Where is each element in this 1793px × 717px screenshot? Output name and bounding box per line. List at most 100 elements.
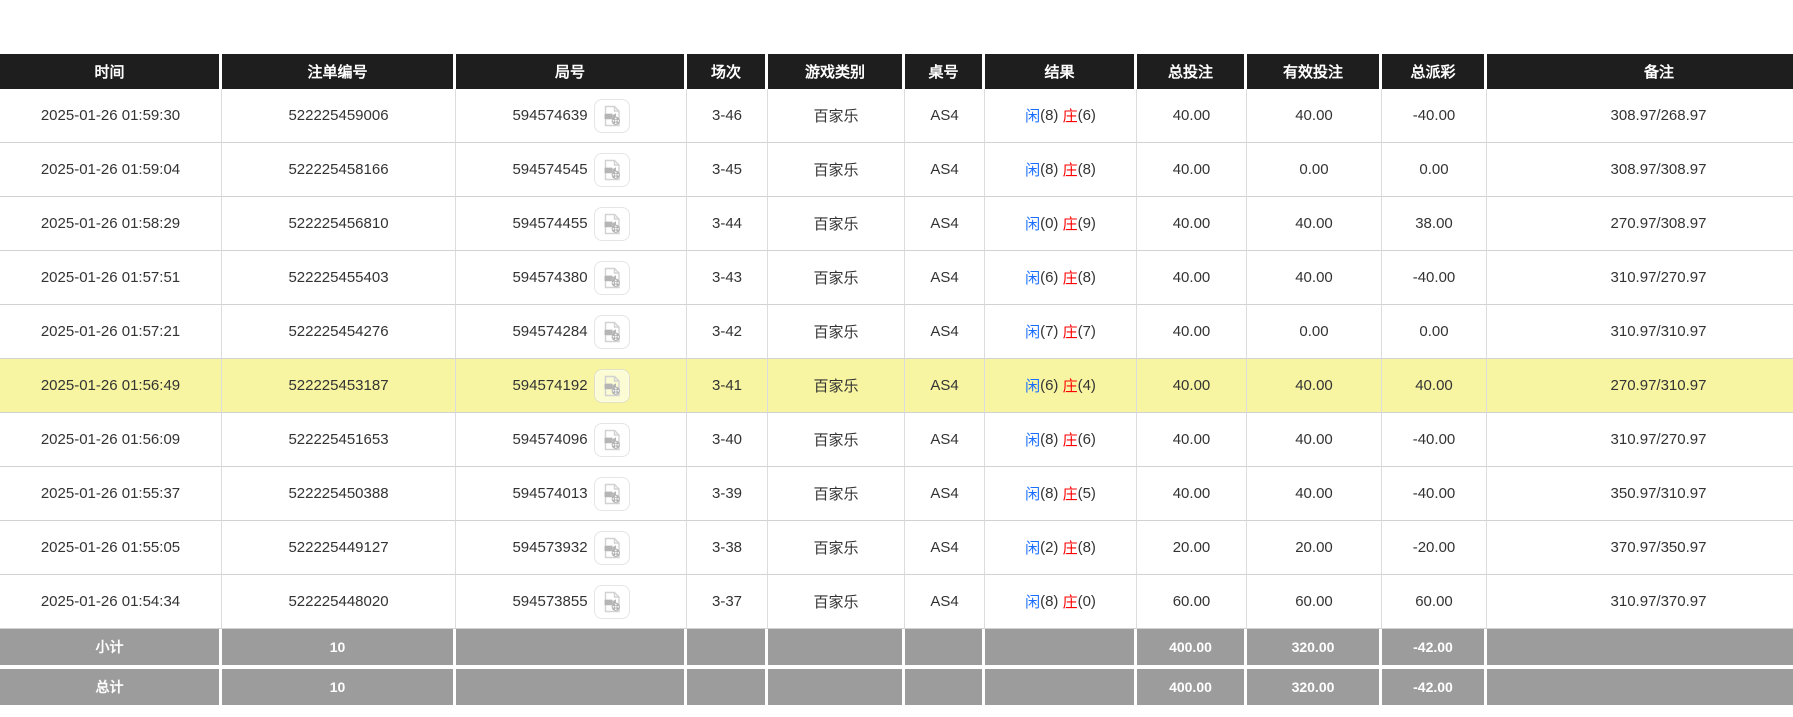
cell-total-payout: -40.00 <box>1382 89 1487 143</box>
film-camera-icon <box>604 159 620 180</box>
col-header-valid_bet: 有效投注 <box>1247 54 1382 89</box>
cell-bet-id: 522225454276 <box>222 305 456 359</box>
table-header-row: 时间 注单编号 局号 场次 游戏类别 桌号 结果 总投注 有效投注 总派彩 备注 <box>0 54 1793 89</box>
cell-total-bet: 60.00 <box>1137 575 1247 629</box>
cell-time: 2025-01-26 01:57:51 <box>0 251 222 305</box>
round-id-text: 594574192 <box>512 377 588 394</box>
cell-session: 3-46 <box>687 89 768 143</box>
cell-total-bet: 40.00 <box>1137 359 1247 413</box>
result-player-label: 闲 <box>1025 216 1041 233</box>
video-replay-button[interactable] <box>593 260 630 295</box>
cell-remark: 270.97/310.97 <box>1487 359 1793 413</box>
table-row[interactable]: 2025-01-26 01:57:21 522225454276 594574284… <box>0 305 1793 359</box>
cell-valid-bet: 40.00 <box>1247 467 1382 521</box>
film-camera-icon <box>604 375 620 396</box>
cell-total-bet: 40.00 <box>1137 467 1247 521</box>
col-header-table_no: 桌号 <box>905 54 985 89</box>
cell-result: 闲 (7) 庄 (7) <box>985 305 1137 359</box>
cell-game-type: 百家乐 <box>768 521 905 575</box>
video-replay-button[interactable] <box>593 584 630 619</box>
cell-round-id: 594573932 <box>456 521 687 575</box>
col-header-bet_id: 注单编号 <box>222 54 456 89</box>
bet-records-table: 时间 注单编号 局号 场次 游戏类别 桌号 结果 总投注 有效投注 总派彩 备注 2025-01-26… <box>0 54 1793 705</box>
film-camera-icon <box>604 213 620 234</box>
cell-remark: 310.97/370.97 <box>1487 575 1793 629</box>
cell-table-no: AS4 <box>905 143 985 197</box>
film-camera-icon <box>604 267 620 288</box>
summary-empty <box>1487 669 1793 705</box>
table-row[interactable]: 2025-01-26 01:59:30 522225459006 594574639… <box>0 89 1793 143</box>
result-player-label: 闲 <box>1025 162 1041 179</box>
cell-game-type: 百家乐 <box>768 197 905 251</box>
cell-valid-bet: 20.00 <box>1247 521 1382 575</box>
cell-valid-bet: 0.00 <box>1247 143 1382 197</box>
result-player-label: 闲 <box>1025 486 1041 503</box>
cell-total-bet: 40.00 <box>1137 197 1247 251</box>
cell-game-type: 百家乐 <box>768 89 905 143</box>
cell-game-type: 百家乐 <box>768 575 905 629</box>
cell-bet-id: 522225453187 <box>222 359 456 413</box>
cell-round-id: 594574380 <box>456 251 687 305</box>
cell-session: 3-45 <box>687 143 768 197</box>
film-camera-icon <box>604 429 620 450</box>
table-row[interactable]: 2025-01-26 01:59:04 522225458166 594574545… <box>0 143 1793 197</box>
cell-round-id: 594574545 <box>456 143 687 197</box>
col-header-remark: 备注 <box>1487 54 1793 89</box>
round-id-text: 594573855 <box>512 593 588 610</box>
table-row-highlighted[interactable]: 2025-01-26 01:56:49 522225453187 594574192… <box>0 359 1793 413</box>
table-row[interactable]: 2025-01-26 01:57:51 522225455403 594574380… <box>0 251 1793 305</box>
round-id-text: 594574096 <box>512 431 588 448</box>
video-replay-button[interactable] <box>593 152 630 187</box>
summary-empty <box>456 669 687 705</box>
col-header-game_type: 游戏类别 <box>768 54 905 89</box>
table-row[interactable]: 2025-01-26 01:55:05 522225449127 594573932… <box>0 521 1793 575</box>
result-player-label: 闲 <box>1025 324 1041 341</box>
film-camera-icon <box>604 591 620 612</box>
video-replay-button[interactable] <box>593 98 630 133</box>
video-replay-button[interactable] <box>593 476 630 511</box>
result-banker-points: (0) <box>1077 593 1096 610</box>
result-player-points: (7) <box>1040 323 1063 340</box>
video-replay-button[interactable] <box>593 422 630 457</box>
cell-total-bet: 40.00 <box>1137 413 1247 467</box>
cell-result: 闲 (8) 庄 (8) <box>985 143 1137 197</box>
table-row[interactable]: 2025-01-26 01:58:29 522225456810 594574455… <box>0 197 1793 251</box>
cell-bet-id: 522225451653 <box>222 413 456 467</box>
result-banker-points: (6) <box>1077 431 1096 448</box>
cell-session: 3-44 <box>687 197 768 251</box>
cell-table-no: AS4 <box>905 575 985 629</box>
cell-total-bet: 40.00 <box>1137 251 1247 305</box>
cell-valid-bet: 0.00 <box>1247 305 1382 359</box>
table-row[interactable]: 2025-01-26 01:54:34 522225448020 594573855… <box>0 575 1793 629</box>
cell-result: 闲 (6) 庄 (8) <box>985 251 1137 305</box>
cell-session: 3-38 <box>687 521 768 575</box>
round-id-with-video: 594573855 <box>512 584 630 619</box>
video-replay-button[interactable] <box>593 530 630 565</box>
col-header-time: 时间 <box>0 54 222 89</box>
cell-bet-id: 522225450388 <box>222 467 456 521</box>
video-replay-button[interactable] <box>593 206 630 241</box>
table-row[interactable]: 2025-01-26 01:56:09 522225451653 594574096… <box>0 413 1793 467</box>
cell-result: 闲 (8) 庄 (6) <box>985 89 1137 143</box>
cell-total-payout: -40.00 <box>1382 467 1487 521</box>
result-banker-points: (8) <box>1077 161 1096 178</box>
video-replay-button[interactable] <box>593 368 630 403</box>
table-row[interactable]: 2025-01-26 01:55:37 522225450388 594574013… <box>0 467 1793 521</box>
col-header-total_bet: 总投注 <box>1137 54 1247 89</box>
cell-total-bet: 40.00 <box>1137 305 1247 359</box>
cell-table-no: AS4 <box>905 251 985 305</box>
cell-time: 2025-01-26 01:57:21 <box>0 305 222 359</box>
cell-bet-id: 522225456810 <box>222 197 456 251</box>
cell-round-id: 594573855 <box>456 575 687 629</box>
summary-empty <box>905 629 985 665</box>
cell-time: 2025-01-26 01:59:30 <box>0 89 222 143</box>
video-replay-button[interactable] <box>593 314 630 349</box>
summary-empty <box>985 669 1137 705</box>
cell-session: 3-41 <box>687 359 768 413</box>
cell-game-type: 百家乐 <box>768 251 905 305</box>
round-id-with-video: 594574455 <box>512 206 630 241</box>
cell-time: 2025-01-26 01:56:09 <box>0 413 222 467</box>
cell-round-id: 594574639 <box>456 89 687 143</box>
cell-game-type: 百家乐 <box>768 143 905 197</box>
cell-valid-bet: 40.00 <box>1247 197 1382 251</box>
